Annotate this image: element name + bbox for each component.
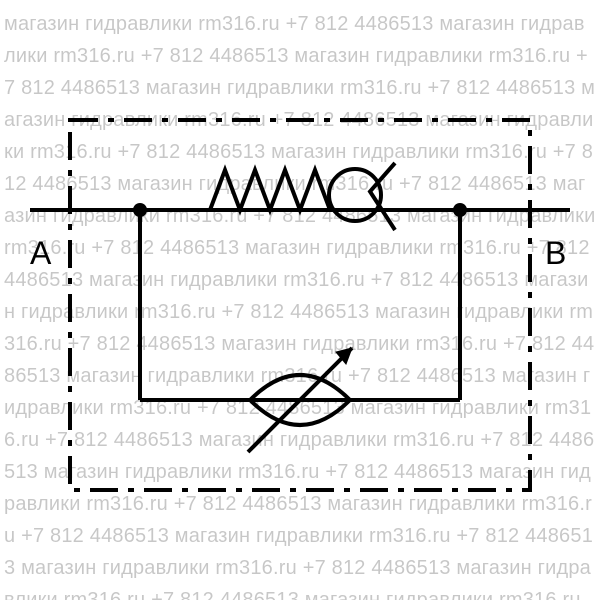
throttle-arc-lower-icon (250, 400, 350, 425)
port-label-a: A (30, 235, 51, 272)
spring-icon (210, 170, 330, 210)
port-label-b: B (545, 235, 566, 272)
throttle-arc-upper-icon (250, 375, 350, 400)
hydraulic-schematic (0, 0, 600, 600)
